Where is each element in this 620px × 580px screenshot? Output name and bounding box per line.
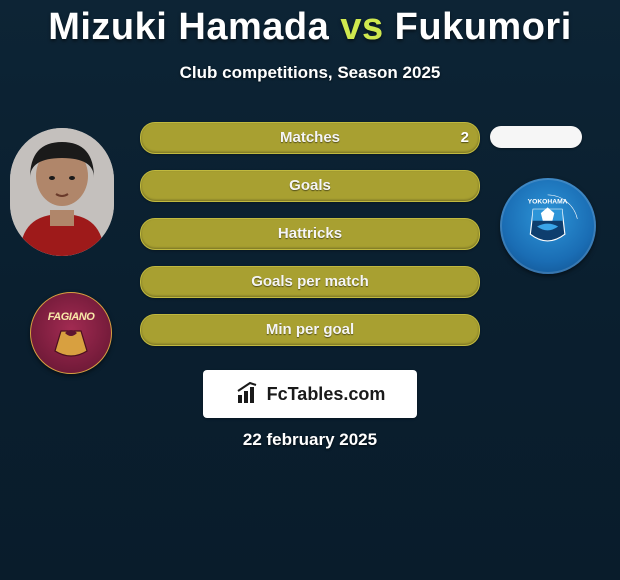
stat-bar-hattricks: Hattricks	[140, 218, 480, 250]
stat-bar-goals: Goals	[140, 170, 480, 202]
brand-badge: FcTables.com	[203, 370, 417, 418]
stat-label: Goals per match	[141, 267, 479, 297]
stat-label: Goals	[141, 171, 479, 201]
player2-club-badge: YOKOHAMA	[500, 178, 596, 274]
avatar-placeholder-icon	[10, 128, 114, 256]
player1-club-badge: FAGIANO	[30, 292, 112, 374]
subtitle: Club competitions, Season 2025	[0, 63, 620, 83]
club-crest-icon	[31, 293, 111, 373]
stat-bar-matches: Matches 2	[140, 122, 480, 154]
club-crest-icon: YOKOHAMA	[514, 192, 581, 259]
stat-label: Min per goal	[141, 315, 479, 345]
player2-matches-pill	[490, 126, 582, 148]
stat-bar-mpg: Min per goal	[140, 314, 480, 346]
stat-bar-gpm: Goals per match	[140, 266, 480, 298]
date-text: 22 february 2025	[0, 430, 620, 450]
comparison-card: Mizuki Hamada vs Fukumori Club competiti…	[0, 0, 620, 580]
bar-chart-icon	[235, 381, 261, 407]
player1-avatar	[10, 128, 114, 256]
stat-bars: Matches 2 Goals Hattricks Goals per matc…	[140, 122, 480, 362]
player2-name: Fukumori	[395, 6, 572, 48]
stat-left-value: 2	[461, 123, 469, 153]
stat-label: Hattricks	[141, 219, 479, 249]
stat-label: Matches	[141, 123, 479, 153]
page-title: Mizuki Hamada vs Fukumori	[0, 0, 620, 49]
player1-name: Mizuki Hamada	[48, 6, 329, 48]
player2-club-name: YOKOHAMA	[528, 199, 568, 206]
brand-text: FcTables.com	[267, 384, 386, 405]
vs-word: vs	[340, 6, 383, 48]
